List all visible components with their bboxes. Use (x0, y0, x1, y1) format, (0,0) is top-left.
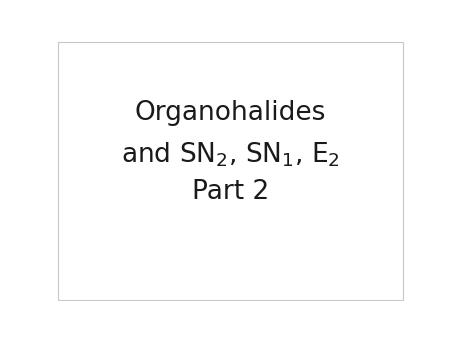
Text: and SN$_2$, SN$_1$, E$_2$: and SN$_2$, SN$_1$, E$_2$ (121, 141, 340, 169)
FancyBboxPatch shape (58, 42, 403, 299)
Text: Part 2: Part 2 (192, 178, 269, 204)
Text: Organohalides: Organohalides (135, 100, 326, 126)
